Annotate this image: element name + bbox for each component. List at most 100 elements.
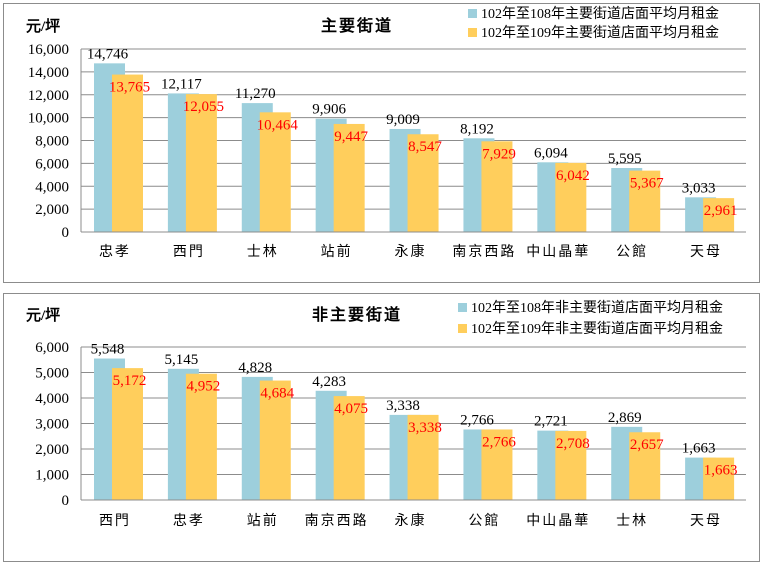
x-tick-label: 站前 — [321, 243, 353, 260]
x-tick-label: 士林 — [247, 244, 279, 260]
y-tick-label: 4,000 — [35, 179, 69, 195]
y-tick-label: 5,000 — [35, 366, 69, 382]
x-tick-label: 忠孝 — [99, 244, 131, 260]
bar-series2 — [555, 162, 587, 232]
data-label: 1,663 — [704, 463, 738, 479]
data-label: 2,708 — [556, 436, 590, 452]
chart-svg: 0 1,000 2,000 3,000 4,000 5,000 6,000 元/坪 非主要街道 1… — [26, 300, 746, 529]
bar-series2 — [333, 123, 365, 232]
y-tick-label: 0 — [62, 493, 70, 509]
x-tick-label: 西門 — [173, 245, 205, 260]
bar-series2 — [259, 112, 291, 232]
data-label: 8,547 — [408, 139, 442, 155]
legend-entry: 102年至109年非主要街道店面平均月租金 — [471, 321, 723, 337]
bar-series2 — [407, 134, 439, 232]
data-label: 10,464 — [257, 117, 299, 133]
x-tick-label: 中山晶華 — [526, 244, 590, 260]
x-tick-label: 天母 — [690, 245, 722, 260]
x-tick-label: 公館 — [616, 243, 648, 260]
data-label: 5,548 — [91, 342, 125, 358]
y-tick-label: 2,000 — [35, 442, 69, 458]
x-tick-label: 中山晶華 — [526, 513, 590, 529]
y-tick-label: 2,000 — [35, 202, 69, 218]
bar-series2 — [112, 368, 143, 500]
bar-series2 — [481, 429, 513, 500]
x-tick-label: 永康 — [395, 512, 427, 529]
bar-series2 — [629, 170, 661, 232]
legend-entry: 102年至109年主要街道店面平均月租金 — [481, 25, 719, 41]
y-tick-label: 6,000 — [35, 156, 69, 172]
data-label: 1,663 — [682, 441, 716, 457]
data-label: 3,338 — [386, 398, 420, 414]
bar-series2 — [259, 380, 291, 500]
y-tick-label: 4,000 — [35, 391, 69, 407]
data-label: 5,595 — [608, 151, 642, 167]
y-tick-label: 8,000 — [35, 134, 69, 150]
data-label: 4,952 — [187, 379, 221, 395]
x-tick-label: 西門 — [99, 514, 131, 529]
legend-entry: 102年至108年主要街道店面平均月租金 — [481, 6, 719, 22]
x-tick-label: 士林 — [616, 513, 648, 529]
data-label: 2,869 — [608, 410, 642, 426]
data-label: 6,042 — [556, 168, 590, 184]
data-label: 3,033 — [682, 180, 716, 196]
data-label: 5,172 — [113, 373, 147, 389]
non-main-street-chart-panel: 0 1,000 2,000 3,000 4,000 5,000 6,000 元/坪 非主要街道 1… — [3, 293, 760, 562]
y-tick-label: 6,000 — [35, 340, 69, 356]
data-label: 8,192 — [460, 121, 494, 137]
data-label: 12,117 — [161, 76, 202, 92]
bar-series2 — [333, 396, 365, 500]
data-label: 14,746 — [87, 46, 129, 62]
y-tick-label: 12,000 — [28, 88, 69, 104]
legend-swatch — [468, 9, 477, 18]
bar-series2 — [703, 457, 735, 500]
x-tick-label: 永康 — [395, 243, 427, 260]
y-tick-label: 10,000 — [28, 111, 69, 127]
data-label: 2,961 — [704, 203, 738, 219]
y-tick-label: 3,000 — [35, 417, 69, 433]
bar-series2 — [407, 414, 439, 500]
data-label: 7,929 — [482, 146, 516, 162]
legend-swatch — [458, 303, 467, 312]
x-tick-label: 天母 — [690, 514, 722, 529]
y-tick-label: 14,000 — [28, 65, 69, 81]
y-tick-label: 0 — [62, 225, 70, 241]
x-tick-label: 忠孝 — [173, 513, 205, 529]
main-street-chart-panel: 0 2,000 4,000 6,000 8,000 10,000 12,000 14,000 1… — [3, 3, 760, 283]
y-tick-label: 1,000 — [35, 468, 69, 484]
data-label: 4,283 — [312, 374, 346, 390]
data-label: 9,906 — [312, 102, 346, 118]
x-tick-label: 公館 — [468, 512, 500, 529]
legend-swatch — [468, 28, 477, 37]
data-label: 4,075 — [334, 401, 368, 417]
data-label: 2,657 — [630, 437, 664, 453]
bar-series2 — [629, 432, 661, 500]
data-label: 12,055 — [183, 99, 224, 115]
x-tick-label: 南京西路 — [305, 513, 369, 529]
x-tick-label: 站前 — [247, 512, 279, 529]
data-label: 5,145 — [165, 352, 199, 368]
bar-series2 — [112, 74, 143, 233]
y-axis-label: 元/坪 — [26, 18, 60, 35]
data-label: 4,828 — [238, 360, 272, 376]
bar-series2 — [555, 430, 587, 500]
data-label: 4,684 — [260, 386, 294, 402]
data-label: 9,009 — [386, 112, 420, 128]
chart-title: 主要街道 — [321, 16, 393, 35]
x-tick-label: 南京西路 — [452, 244, 516, 260]
bar-series2 — [185, 94, 217, 232]
data-label: 5,367 — [630, 176, 664, 192]
y-tick-label: 16,000 — [28, 42, 69, 58]
data-label: 9,447 — [334, 129, 368, 145]
data-label: 3,338 — [408, 420, 442, 436]
chart-svg: 0 2,000 4,000 6,000 8,000 10,000 12,000 14,000 1… — [26, 6, 746, 260]
data-label: 2,766 — [482, 434, 516, 450]
legend-entry: 102年至108年非主要街道店面平均月租金 — [471, 300, 723, 316]
data-label: 6,094 — [534, 145, 568, 161]
y-axis-label: 元/坪 — [26, 307, 60, 324]
legend-swatch — [458, 324, 467, 333]
bar-series2 — [481, 141, 513, 232]
data-label: 13,765 — [109, 80, 150, 96]
data-label: 2,721 — [534, 414, 568, 430]
chart-title: 非主要街道 — [312, 305, 402, 324]
